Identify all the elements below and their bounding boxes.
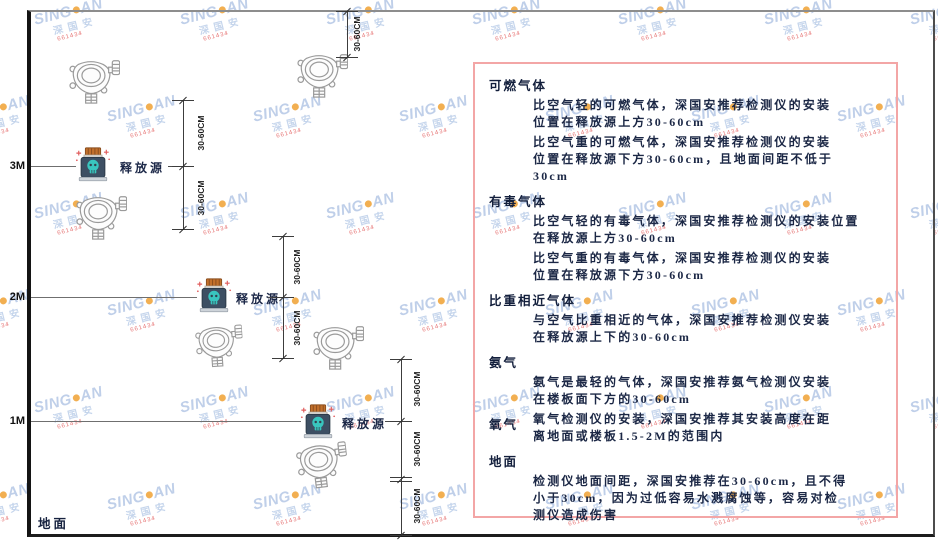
panel-paragraph: 氨气是最轻的气体，深国安推荐氨气检测仪安装 在楼板面下方的30-60cm [533,375,832,406]
gas-detector-icon [313,326,364,370]
panel-section-header: 氨气 [489,356,519,370]
dimension-tick [390,481,412,482]
gas-detector-icon [297,54,348,98]
dimension-tick [272,358,294,359]
gas-detector-icon [295,441,351,491]
dimension-line [347,11,348,57]
release-source-label: 释放源 [342,417,388,431]
panel-section-header: 有毒气体 [489,195,548,209]
panel-section: 有毒气体比空气轻的有毒气体，深国安推荐检测仪的安装位置 在释放源上方30-60c… [487,191,882,284]
panel-section: 可燃气体比空气轻的可燃气体，深国安推荐检测仪的安装 位置在释放源上方30-60c… [487,75,882,185]
panel-paragraph: 比空气轻的有毒气体，深国安推荐检测仪的安装位置 在释放源上方30-60cm [533,214,860,245]
level-line-1m [31,421,301,422]
dimension-line [183,100,184,229]
dimension-tick [390,535,412,536]
guideline-panel: 可燃气体比空气轻的可燃气体，深国安推荐检测仪的安装 位置在释放源上方30-60c… [473,62,898,522]
scale-label-1m: 1M [9,415,25,427]
dimension-tick [336,11,358,12]
dimension-label: 30-60CM [412,371,422,407]
dimension-label: 30-60CM [352,16,362,52]
dimension-tick [272,297,294,298]
dimension-label: 30-60CM [412,431,422,467]
gas-detector-icon [69,60,120,104]
dimension-label: 30-60CM [196,115,206,151]
dimension-line [401,359,402,535]
gas-detector-icon [76,196,127,240]
dimension-label: 30-60CM [196,180,206,216]
panel-paragraph: 氧气检测仪的安装，深国安推荐其安装高度在距 离地面或楼板1.5-2M的范围内 [533,412,832,443]
gas-detector-icon [194,324,245,369]
panel-section-header: 地面 [489,455,519,469]
dimension-tick [172,229,194,230]
panel-section: 地面 检测仪地面间距，深国安推荐在30-60cm，且不得 小于30cm，因为过低容… [487,451,882,524]
dimension-tick [172,166,194,167]
release-source-icon [196,278,232,313]
room-outline [27,10,935,537]
release-source-icon [300,404,336,439]
panel-paragraph: 检测仪地面间距，深国安推荐在30-60cm，且不得 小于30cm，因为过低容易水… [533,474,848,522]
panel-paragraph: 比空气轻的可燃气体，深国安推荐检测仪的安装 位置在释放源上方30-60cm [533,98,832,129]
dimension-label: 30-60CM [412,488,422,524]
scale-label-2m: 2M [9,291,25,303]
panel-section-header: 氧气 [489,418,519,432]
panel-paragraph: 比空气重的可燃气体，深国安推荐检测仪的安装 位置在释放源下方30-60cm，且地… [533,135,834,183]
panel-section: 比重相近气体与空气比重相近的气体，深国安推荐检测仪安装 在释放源上下的30-60… [487,290,882,346]
release-source-icon [75,147,111,182]
dimension-tick [390,359,412,360]
panel-section-header: 可燃气体 [489,79,548,93]
level-line-2m [31,297,197,298]
release-source-label: 释放源 [236,292,282,306]
dimension-tick [272,236,294,237]
panel-section: 氨气 氨气是最轻的气体，深国安推荐氨气检测仪安装 在楼板面下方的30-60cm [487,352,882,408]
level-line-3m [31,166,76,167]
release-source-label: 释放源 [120,161,166,175]
panel-section: 氧气 氧气检测仪的安装，深国安推荐其安装高度在距 离地面或楼板1.5-2M的范围内 [487,411,882,445]
panel-paragraph: 比空气重的有毒气体，深国安推荐检测仪的安装 位置在释放源下方30-60cm [533,251,832,282]
dimension-tick [336,57,358,58]
panel-section-header: 比重相近气体 [489,294,577,308]
dimension-label: 30-60CM [292,310,302,346]
dimension-tick [172,100,194,101]
panel-paragraph: 与空气比重相近的气体，深国安推荐检测仪安装 在释放源上下的30-60cm [533,313,832,344]
dimension-tick [390,421,412,422]
dimension-tick [390,477,412,478]
dimension-label: 30-60CM [292,249,302,285]
scale-label-3m: 3M [9,160,25,172]
ground-label: 地面 [38,517,70,531]
